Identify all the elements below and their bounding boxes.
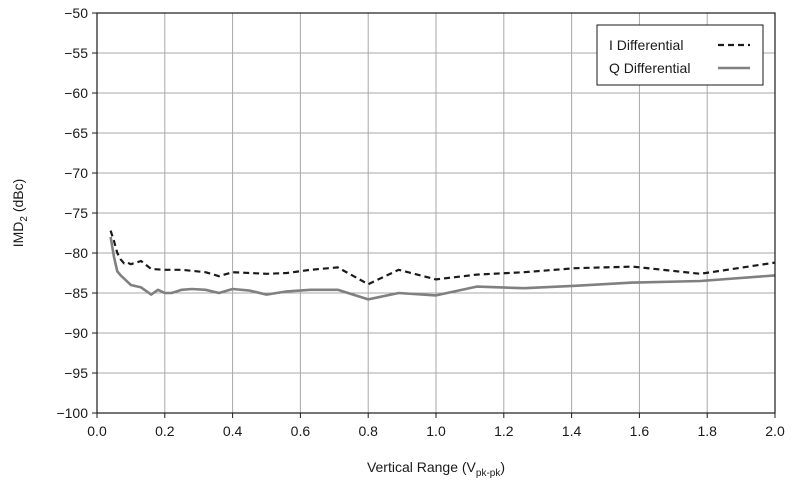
legend: I Differential Q Differential bbox=[596, 24, 764, 86]
x-tick-label: 0.4 bbox=[223, 423, 243, 439]
y-tick-label: −70 bbox=[64, 165, 88, 181]
legend-label-q-differential: Q Differential bbox=[609, 60, 690, 76]
y-tick-label: −85 bbox=[64, 285, 88, 301]
tick-labels: 0.0 0.2 0.4 0.6 0.8 1.0 1.2 1.4 1.6 1.8 2.0 −50 −55 −… bbox=[56, 5, 784, 439]
y-tick-label: −90 bbox=[64, 325, 88, 341]
y-tick-label: −65 bbox=[64, 125, 88, 141]
ticks bbox=[92, 12, 776, 418]
x-axis-title-subscript: pk-pk bbox=[476, 468, 501, 479]
y-tick-label: −75 bbox=[64, 205, 88, 221]
x-axis-title-main: Vertical Range (V bbox=[367, 459, 477, 475]
y-tick-label: −60 bbox=[64, 85, 88, 101]
x-tick-label: 1.4 bbox=[562, 423, 582, 439]
y-tick-label: −95 bbox=[64, 365, 88, 381]
y-tick-label: −100 bbox=[56, 405, 88, 421]
x-tick-label: 0.0 bbox=[87, 423, 107, 439]
x-tick-label: 1.8 bbox=[697, 423, 717, 439]
x-axis-title: Vertical Range (Vpk-pk) bbox=[367, 459, 505, 479]
x-tick-label: 0.8 bbox=[358, 423, 378, 439]
y-tick-label: −50 bbox=[64, 5, 88, 21]
series-line-q-differential bbox=[109, 236, 776, 301]
x-axis-title-tail: ) bbox=[500, 459, 505, 475]
y-axis-title-main: IMD bbox=[10, 222, 26, 248]
y-tick-label: −80 bbox=[64, 245, 88, 261]
legend-label-i-differential: I Differential bbox=[609, 37, 683, 53]
y-axis-title-tail: (dBc) bbox=[10, 179, 26, 216]
y-axis-title: IMD2 (dBc) bbox=[10, 179, 30, 248]
x-tick-label: 1.2 bbox=[494, 423, 514, 439]
legend-box bbox=[596, 24, 764, 86]
y-axis-title-subscript: 2 bbox=[19, 216, 30, 222]
x-tick-label: 2.0 bbox=[765, 423, 785, 439]
x-tick-label: 0.2 bbox=[155, 423, 175, 439]
y-tick-label: −55 bbox=[64, 45, 88, 61]
x-tick-label: 0.6 bbox=[291, 423, 311, 439]
series-layer bbox=[109, 230, 776, 301]
x-tick-label: 1.6 bbox=[630, 423, 650, 439]
x-tick-label: 1.0 bbox=[426, 423, 446, 439]
